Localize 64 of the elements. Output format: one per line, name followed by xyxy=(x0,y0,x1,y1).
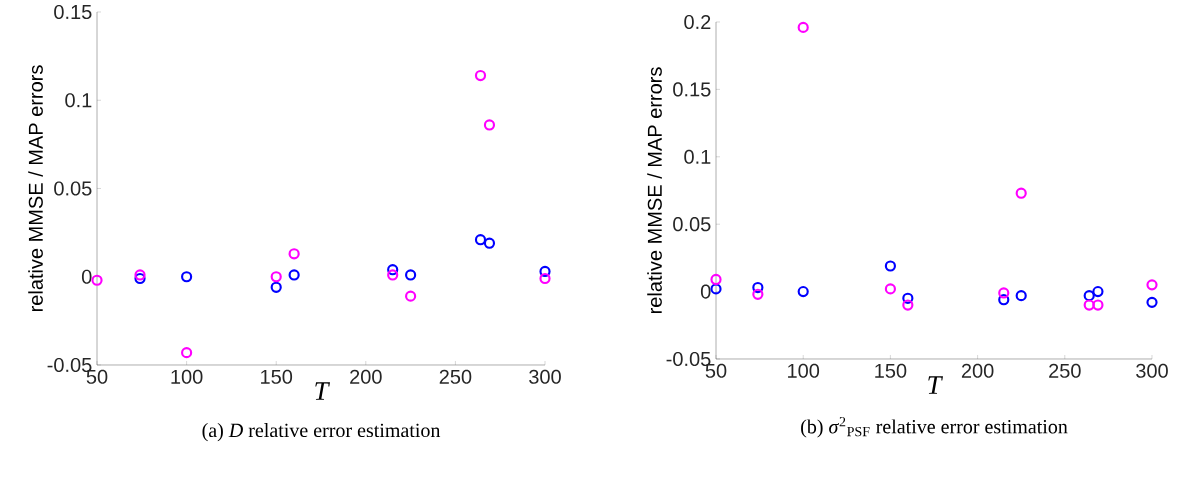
point xyxy=(884,260,897,272)
point xyxy=(902,292,914,304)
y-tick-label: 0.15 xyxy=(54,4,92,20)
y-tick-label: 0.1 xyxy=(684,149,711,164)
point xyxy=(483,237,496,249)
y-tick-label: 0.1 xyxy=(65,93,92,108)
x-tick-label: 200 xyxy=(961,363,994,378)
point xyxy=(387,264,399,276)
y-tick-label: 0 xyxy=(81,269,92,284)
point xyxy=(752,281,764,294)
point xyxy=(134,269,146,281)
x-tick-label: 100 xyxy=(171,369,203,384)
point xyxy=(181,347,193,359)
point xyxy=(1092,285,1104,298)
point xyxy=(1015,187,1027,199)
point xyxy=(405,290,417,302)
x-tick-label: 150 xyxy=(875,363,907,378)
point xyxy=(1146,279,1158,291)
point xyxy=(288,269,300,281)
x-axis-title: T xyxy=(928,376,943,394)
text: (a) D relative error estimation xyxy=(202,423,441,442)
point xyxy=(539,265,551,278)
y-axis-title: relative MMSE / MAP errors xyxy=(647,67,662,314)
y-tick-label: 0.05 xyxy=(54,181,92,196)
point xyxy=(539,272,551,285)
point xyxy=(1015,290,1027,302)
point xyxy=(288,248,300,260)
point xyxy=(270,271,282,283)
y-axis-title: relative MMSE / MAP errors xyxy=(28,65,43,312)
x-axis-title: T xyxy=(315,382,330,400)
point xyxy=(902,299,914,311)
point xyxy=(474,234,487,246)
point xyxy=(998,287,1010,299)
point xyxy=(270,281,282,293)
point xyxy=(483,119,496,131)
point xyxy=(405,269,417,281)
point xyxy=(1083,290,1095,302)
point xyxy=(710,283,722,295)
text: (b) σ$^{2}$$_{PSF}$ relative error estimation xyxy=(801,417,1068,438)
point xyxy=(752,288,764,300)
point xyxy=(474,69,487,82)
point xyxy=(797,21,809,33)
point xyxy=(1083,299,1095,311)
x-tick-label: 250 xyxy=(1049,363,1081,378)
x-tick-label: 100 xyxy=(788,363,820,378)
point xyxy=(387,269,399,281)
x-tick-label: 150 xyxy=(261,369,293,384)
x-tick-label: 300 xyxy=(1136,363,1168,378)
y-tick-label: 0 xyxy=(700,284,711,299)
point xyxy=(1092,299,1104,311)
point xyxy=(91,274,103,286)
point xyxy=(998,294,1010,306)
y-tick-label: 0.15 xyxy=(673,82,711,97)
point xyxy=(1146,296,1158,308)
x-tick-label: 250 xyxy=(439,369,472,384)
x-tick-label: 300 xyxy=(529,369,561,384)
y-tick-label: 0.2 xyxy=(684,14,711,30)
point xyxy=(884,283,897,295)
point xyxy=(797,285,809,298)
point xyxy=(181,271,193,283)
point xyxy=(134,272,146,285)
x-tick-label: 200 xyxy=(350,369,382,384)
point xyxy=(710,273,722,286)
y-tick-label: 0.05 xyxy=(673,217,711,232)
